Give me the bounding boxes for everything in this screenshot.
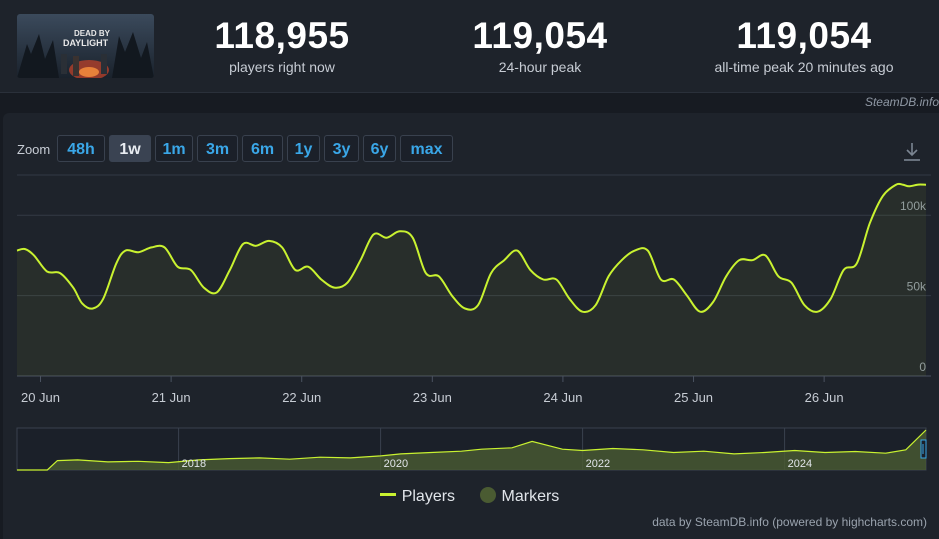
current-players-stat: 118,955 players right now [192, 14, 372, 76]
navigator-line [17, 429, 927, 471]
steamdb-credit[interactable]: SteamDB.info [864, 95, 939, 109]
navigator-tick-label: 2022 [586, 458, 610, 470]
zoom-label: Zoom [17, 142, 51, 157]
navigator-tick-label: 2020 [384, 458, 408, 470]
legend-markers-label: Markers [501, 488, 560, 505]
y-tick-label: 100k [900, 199, 927, 213]
zoom-button-6m[interactable]: 6m [242, 135, 283, 162]
navigator-tick-label: 2024 [788, 458, 812, 470]
zoom-button-3m[interactable]: 3m [197, 135, 238, 162]
players-legend-swatch [379, 493, 396, 497]
x-tick-label: 25 Jun [674, 390, 713, 405]
all-time-peak-label: all-time peak 20 minutes ago [714, 59, 894, 75]
navigator-tick-label: 2018 [182, 458, 206, 470]
x-tick-label: 24 Jun [543, 390, 582, 405]
game-logo-line-1: DEAD BY [74, 29, 111, 38]
zoom-button-max[interactable]: max [400, 135, 453, 162]
download-icon[interactable] [902, 141, 922, 163]
player-count-chart[interactable]: 0 50k 100k 20 Jun 21 Jun 22 Jun 23 Jun 24 Jun 25… [0, 0, 939, 480]
players-area [17, 183, 926, 376]
current-players-value: 118,955 [214, 15, 350, 56]
zoom-button-48h[interactable]: 48h [57, 135, 105, 162]
highcharts-credit[interactable]: data by SteamDB.info (powered by highcha… [652, 515, 927, 529]
all-time-peak-value: 119,054 [736, 15, 872, 56]
y-tick-label: 50k [907, 280, 927, 294]
zoom-button-3y[interactable]: 3y [324, 135, 359, 162]
y-tick-label: 0 [919, 360, 926, 374]
zoom-button-1w[interactable]: 1w [109, 135, 151, 162]
players-line [16, 182, 927, 313]
current-players-label: players right now [229, 59, 335, 75]
24h-peak-value: 119,054 [472, 15, 608, 56]
24h-peak-label: 24-hour peak [498, 59, 582, 75]
zoom-button-1m[interactable]: 1m [155, 135, 193, 162]
chart-legend: Players Markers [0, 486, 939, 506]
all-time-peak-stat: 119,054 all-time peak 20 minutes ago [686, 14, 922, 76]
game-logo-line-2: DAYLIGHT [63, 38, 109, 48]
markers-legend-swatch [479, 486, 496, 503]
x-tick-label: 26 Jun [805, 390, 844, 405]
legend-players-label: Players [401, 488, 456, 505]
game-logo[interactable]: DEAD BY DAYLIGHT [17, 14, 154, 78]
x-tick-label: 21 Jun [152, 390, 191, 405]
navigator-area [17, 430, 926, 470]
x-tick-label: 20 Jun [21, 390, 60, 405]
legend-item-players[interactable]: Players [379, 488, 456, 506]
legend-item-markers[interactable]: Markers [479, 486, 560, 506]
zoom-button-6y[interactable]: 6y [363, 135, 396, 162]
x-tick-label: 22 Jun [282, 390, 321, 405]
zoom-button-1y[interactable]: 1y [287, 135, 320, 162]
24h-peak-stat: 119,054 24-hour peak [450, 14, 630, 76]
x-tick-label: 23 Jun [413, 390, 452, 405]
stats-header: DEAD BY DAYLIGHT 118,955 players right n… [0, 0, 939, 93]
